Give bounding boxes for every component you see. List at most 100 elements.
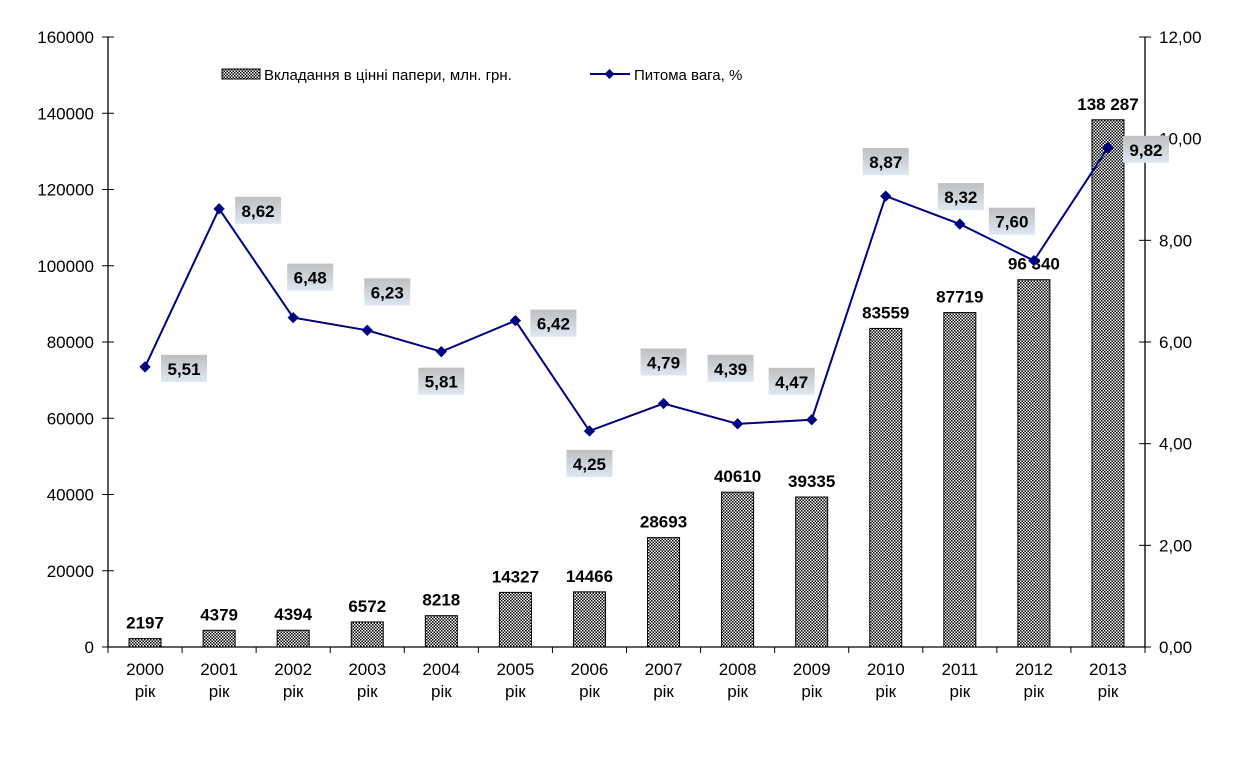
x-tick-label: 2006	[571, 660, 609, 679]
point-label-box	[364, 278, 411, 306]
point-label-box	[862, 148, 909, 176]
bar-value-label: 14466	[566, 567, 613, 586]
x-tick-label: 2002	[274, 660, 312, 679]
x-tick-label-unit: рік	[727, 682, 748, 701]
bar	[350, 621, 384, 648]
left-tick-label: 140000	[37, 104, 94, 123]
bar-value-label: 2197	[126, 614, 164, 633]
bar	[795, 496, 829, 648]
bar	[647, 537, 681, 648]
bar	[943, 312, 977, 648]
right-tick-label: 2,00	[1159, 536, 1192, 555]
x-tick-label: 2012	[1015, 660, 1053, 679]
point-value-label: 4,47	[775, 373, 808, 392]
bar-value-label: 40610	[714, 467, 761, 486]
line-series: 5,51 8,62 6,48 6,23 5,81 6,42 4,25 4,79 4,39 4,47…	[139, 135, 1169, 477]
x-tick-label-unit: рік	[875, 682, 896, 701]
legend-marker-icon	[604, 69, 615, 79]
x-tick-label: 2003	[348, 660, 386, 679]
x-tick-label-unit: рік	[1098, 682, 1119, 701]
bar-value-label: 83559	[862, 303, 909, 322]
x-tick-label: 2009	[793, 660, 831, 679]
point-label-box	[768, 367, 815, 395]
bar-value-label: 14327	[492, 567, 539, 586]
bar-value-label: 39335	[788, 472, 835, 491]
left-tick-label: 160000	[37, 28, 94, 47]
left-tick-label: 60000	[47, 409, 94, 428]
x-tick-label-unit: рік	[579, 682, 600, 701]
right-tick-label: 4,00	[1159, 435, 1192, 454]
bar	[869, 327, 903, 648]
bar	[498, 591, 532, 648]
bar	[424, 615, 458, 648]
point-value-label: 6,42	[537, 315, 570, 334]
x-tick-label: 2011	[942, 660, 979, 679]
left-tick-label: 0	[85, 638, 94, 657]
right-tick-label: 0,00	[1159, 638, 1192, 657]
bar	[1091, 119, 1125, 648]
line-marker	[213, 203, 225, 215]
point-label-box	[418, 367, 465, 395]
point-value-label: 4,25	[573, 455, 606, 474]
point-value-label: 9,82	[1129, 141, 1162, 160]
x-tick-label: 2008	[719, 660, 757, 679]
line-marker	[1102, 142, 1114, 154]
point-label-box	[161, 354, 208, 382]
bar	[202, 629, 236, 648]
line-marker	[509, 314, 522, 327]
line-marker	[361, 324, 373, 336]
point-value-label: 8,62	[242, 202, 275, 221]
x-tick-label: 2001	[200, 660, 238, 679]
point-value-label: 8,87	[869, 153, 902, 172]
x-tick-label-unit: рік	[801, 682, 822, 701]
x-tick-label-unit: рік	[949, 682, 970, 701]
point-label-box	[937, 183, 984, 211]
bar	[276, 629, 310, 648]
left-tick-label: 120000	[37, 181, 94, 200]
x-tick-label-unit: рік	[283, 682, 304, 701]
point-label-box	[566, 449, 613, 477]
bar	[572, 591, 606, 648]
point-value-label: 6,23	[371, 283, 404, 302]
bars: 2197 4379 4394 6572 8218 14327 14466 28693 40610…	[126, 95, 1139, 648]
legend: Вкладання в цінні папери, млн. грн. Пито…	[221, 67, 742, 84]
point-value-label: 7,60	[995, 213, 1028, 232]
bar	[721, 491, 755, 648]
right-tick-label: 10,00	[1159, 130, 1202, 149]
bar-value-label: 6572	[348, 597, 386, 616]
point-label-box	[640, 348, 687, 376]
point-value-label: 6,48	[294, 269, 327, 288]
point-value-label: 8,32	[944, 188, 977, 207]
line-marker	[1028, 255, 1040, 267]
point-label-box	[1122, 135, 1169, 163]
x-tick-label: 2005	[496, 660, 534, 679]
left-tick-label: 40000	[47, 486, 94, 505]
axes: 0 20000 40000 60000 80000 100000 120000 140000 1…	[37, 28, 1201, 701]
left-tick-label: 80000	[47, 333, 94, 352]
x-tick-label-unit: рік	[209, 682, 230, 701]
line-marker	[435, 346, 447, 358]
point-label-box	[287, 263, 334, 291]
bar	[1017, 279, 1051, 648]
bar-value-label: 87719	[936, 288, 983, 307]
point-value-label: 5,51	[167, 360, 200, 379]
legend-line-label: Питома вага, %	[634, 67, 742, 84]
left-tick-label: 100000	[37, 257, 94, 276]
line-path	[144, 147, 1109, 433]
right-tick-label: 6,00	[1159, 333, 1192, 352]
x-tick-label-unit: рік	[653, 682, 674, 701]
point-label-box	[988, 207, 1035, 235]
x-tick-label: 2013	[1089, 660, 1127, 679]
right-tick-label: 8,00	[1159, 231, 1192, 250]
point-value-label: 4,39	[714, 360, 747, 379]
x-tick-label: 2007	[645, 660, 683, 679]
point-label-box	[530, 309, 577, 337]
x-tick-label: 2004	[422, 660, 460, 679]
x-tick-label-unit: рік	[505, 682, 526, 701]
bar-value-label: 138 287	[1077, 95, 1138, 114]
line-marker	[880, 190, 892, 202]
x-tick-label-unit: рік	[135, 682, 156, 701]
bar-value-label: 28693	[640, 513, 687, 532]
line-marker	[139, 361, 151, 373]
